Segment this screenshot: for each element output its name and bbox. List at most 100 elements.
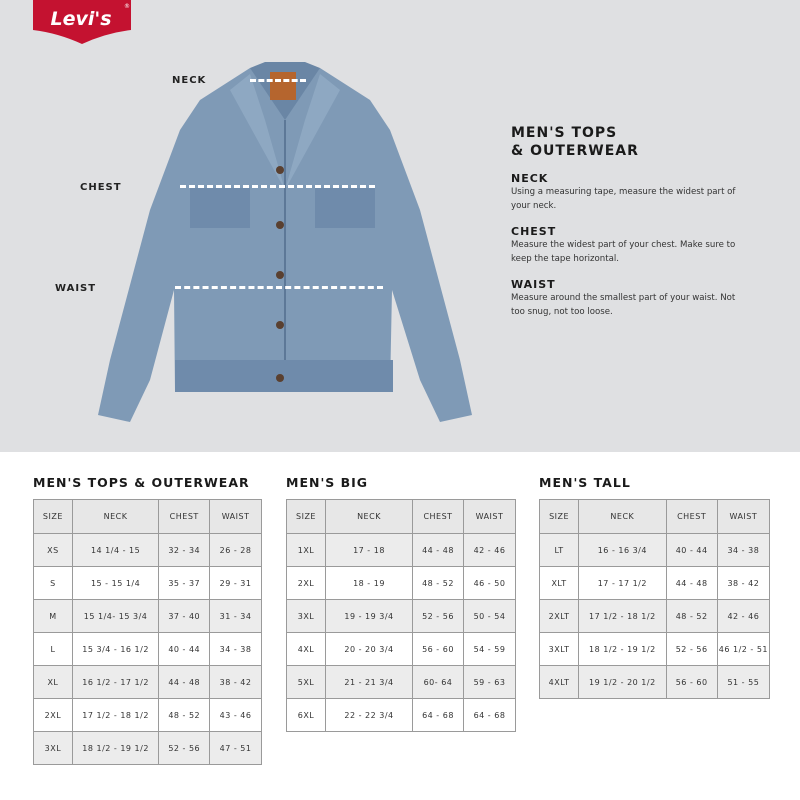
table-header-row: SIZE NECK CHEST WAIST: [286, 499, 516, 534]
cell-waist: 43 - 46: [209, 698, 262, 732]
table-row: XL 16 1/2 - 17 1/2 44 - 48 38 - 42: [33, 665, 262, 699]
cell-size: 3XL: [33, 731, 73, 765]
cell-neck: 14 1/4 - 15: [71, 533, 160, 567]
cell-waist: 29 - 31: [209, 566, 262, 600]
cell-neck: 15 - 15 1/4: [71, 566, 160, 600]
cell-size: S: [33, 566, 73, 600]
cell-size: XL: [33, 665, 73, 699]
cell-waist: 42 - 46: [716, 599, 771, 633]
cell-waist: 54 - 59: [463, 632, 516, 666]
cell-size: 5XL: [286, 665, 326, 699]
cell-neck: 17 - 18: [325, 533, 413, 567]
cell-neck: 20 - 20 3/4: [325, 632, 413, 666]
cell-chest: 64 - 68: [412, 698, 464, 732]
table-row: 6XL 22 - 22 3/4 64 - 68 64 - 68: [286, 698, 516, 732]
table-header-row: SIZE NECK CHEST WAIST: [538, 499, 771, 534]
cell-neck: 17 - 17 1/2: [578, 566, 667, 600]
guide-chest-heading: CHEST: [511, 225, 557, 238]
cell-waist: 34 - 38: [716, 533, 771, 567]
cell-chest: 44 - 48: [158, 665, 211, 699]
cell-waist: 50 - 54: [463, 599, 516, 633]
levis-logo: Levi's ®: [33, 0, 131, 44]
cell-waist: 26 - 28: [209, 533, 262, 567]
column-header-size: SIZE: [286, 499, 326, 534]
cell-waist: 51 - 55: [716, 665, 771, 699]
cell-neck: 21 - 21 3/4: [325, 665, 413, 699]
cell-waist: 31 - 34: [209, 599, 262, 633]
cell-waist: 46 1/2 - 51: [716, 632, 771, 666]
neck-label: NECK: [172, 75, 207, 86]
cell-neck: 16 - 16 3/4: [578, 533, 667, 567]
guide-waist-text: Measure around the smallest part of your…: [511, 293, 736, 317]
cell-chest: 56 - 60: [665, 665, 718, 699]
cell-chest: 48 - 52: [412, 566, 464, 600]
cell-chest: 40 - 44: [665, 533, 718, 567]
cell-chest: 37 - 40: [158, 599, 211, 633]
tops-table-title: MEN'S TOPS & OUTERWEAR: [33, 475, 250, 490]
column-header-waist: WAIST: [463, 499, 516, 534]
table-row: L 15 3/4 - 16 1/2 40 - 44 34 - 38: [33, 632, 262, 666]
guide-neck-text: Using a measuring tape, measure the wide…: [511, 187, 736, 211]
cell-neck: 15 3/4 - 16 1/2: [71, 632, 160, 666]
table-row: 1XL 17 - 18 44 - 48 42 - 46: [286, 533, 516, 567]
cell-size: L: [33, 632, 73, 666]
table-row: 3XLT 18 1/2 - 19 1/2 52 - 56 46 1/2 - 51: [538, 632, 771, 666]
tops-size-table: SIZE NECK CHEST WAIST XS 14 1/4 - 15 32 - 34 26…: [33, 499, 262, 765]
cell-chest: 44 - 48: [412, 533, 464, 567]
cell-size: 6XL: [286, 698, 326, 732]
table-row: 5XL 21 - 21 3/4 60- 64 59 - 63: [286, 665, 516, 699]
measuring-guide: MEN'S TOPS & OUTERWEAR NECK Using a meas…: [511, 124, 751, 319]
cell-waist: 38 - 42: [716, 566, 771, 600]
table-row: 2XLT 17 1/2 - 18 1/2 48 - 52 42 - 46: [538, 599, 771, 633]
cell-waist: 42 - 46: [463, 533, 516, 567]
cell-size: 1XL: [286, 533, 326, 567]
guide-waist-heading: WAIST: [511, 278, 556, 291]
cell-chest: 52 - 56: [665, 632, 718, 666]
cell-neck: 18 1/2 - 19 1/2: [71, 731, 160, 765]
cell-size: LT: [538, 533, 580, 567]
cell-size: 3XLT: [538, 632, 580, 666]
table-row: 3XL 19 - 19 3/4 52 - 56 50 - 54: [286, 599, 516, 633]
cell-size: 2XLT: [538, 599, 580, 633]
table-row: XS 14 1/4 - 15 32 - 34 26 - 28: [33, 533, 262, 567]
column-header-neck: NECK: [578, 499, 667, 534]
cell-neck: 16 1/2 - 17 1/2: [71, 665, 160, 699]
cell-waist: 38 - 42: [209, 665, 262, 699]
waist-label: WAIST: [55, 283, 97, 294]
cell-neck: 18 1/2 - 19 1/2: [578, 632, 667, 666]
guide-neck-heading: NECK: [511, 172, 549, 185]
table-row: LT 16 - 16 3/4 40 - 44 34 - 38: [538, 533, 771, 567]
cell-chest: 52 - 56: [412, 599, 464, 633]
column-header-waist: WAIST: [716, 499, 771, 534]
cell-size: 4XL: [286, 632, 326, 666]
cell-chest: 44 - 48: [665, 566, 718, 600]
table-row: M 15 1/4- 15 3/4 37 - 40 31 - 34: [33, 599, 262, 633]
cell-waist: 46 - 50: [463, 566, 516, 600]
chest-label: CHEST: [80, 182, 122, 193]
cell-chest: 32 - 34: [158, 533, 211, 567]
table-header-row: SIZE NECK CHEST WAIST: [33, 499, 262, 534]
big-size-table: SIZE NECK CHEST WAIST 1XL 17 - 18 44 - 48 42 - …: [286, 499, 516, 732]
guide-title: MEN'S TOPS & OUTERWEAR: [511, 125, 639, 159]
tall-size-table: SIZE NECK CHEST WAIST LT 16 - 16 3/4 40 - 44 34…: [538, 499, 771, 699]
column-header-neck: NECK: [71, 499, 160, 534]
cell-neck: 17 1/2 - 18 1/2: [71, 698, 160, 732]
table-row: 2XL 17 1/2 - 18 1/2 48 - 52 43 - 46: [33, 698, 262, 732]
cell-size: 4XLT: [538, 665, 580, 699]
svg-text:®: ®: [124, 3, 130, 10]
cell-chest: 35 - 37: [158, 566, 211, 600]
table-row: 2XL 18 - 19 48 - 52 46 - 50: [286, 566, 516, 600]
cell-chest: 52 - 56: [158, 731, 211, 765]
cell-size: 3XL: [286, 599, 326, 633]
column-header-neck: NECK: [325, 499, 413, 534]
cell-waist: 47 - 51: [209, 731, 262, 765]
cell-neck: 19 1/2 - 20 1/2: [578, 665, 667, 699]
cell-waist: 59 - 63: [463, 665, 516, 699]
denim-jacket-illustration: [98, 62, 472, 422]
cell-size: M: [33, 599, 73, 633]
column-header-chest: CHEST: [412, 499, 464, 534]
cell-chest: 48 - 52: [158, 698, 211, 732]
column-header-waist: WAIST: [209, 499, 262, 534]
cell-size: XLT: [538, 566, 580, 600]
cell-size: XS: [33, 533, 73, 567]
